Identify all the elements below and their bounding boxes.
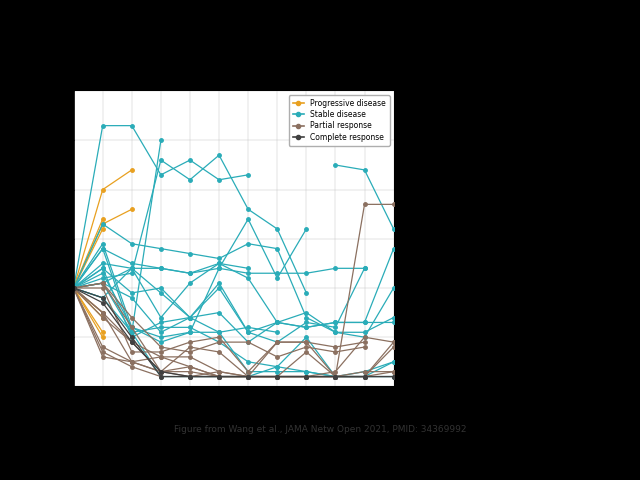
Text: Figure from Wang et al., JAMA Netw Open 2021, PMID: 34369992: Figure from Wang et al., JAMA Netw Open … bbox=[173, 425, 467, 434]
X-axis label: Time, wk: Time, wk bbox=[211, 407, 257, 417]
Legend: Progressive disease, Stable disease, Partial response, Complete response: Progressive disease, Stable disease, Par… bbox=[289, 95, 390, 145]
Y-axis label: Change in CEA level from baseline, %: Change in CEA level from baseline, % bbox=[28, 154, 37, 324]
Text: Showing trends in data: Showing trends in data bbox=[31, 93, 257, 112]
Text: Spider plot shows change in
the CEA level from baseline.: Spider plot shows change in the CEA leve… bbox=[406, 178, 545, 201]
Text: Figure 1. Carcinoembryonic
antigen (CEA) response in
patients with
microsatellit: Figure 1. Carcinoembryonic antigen (CEA)… bbox=[406, 89, 563, 165]
